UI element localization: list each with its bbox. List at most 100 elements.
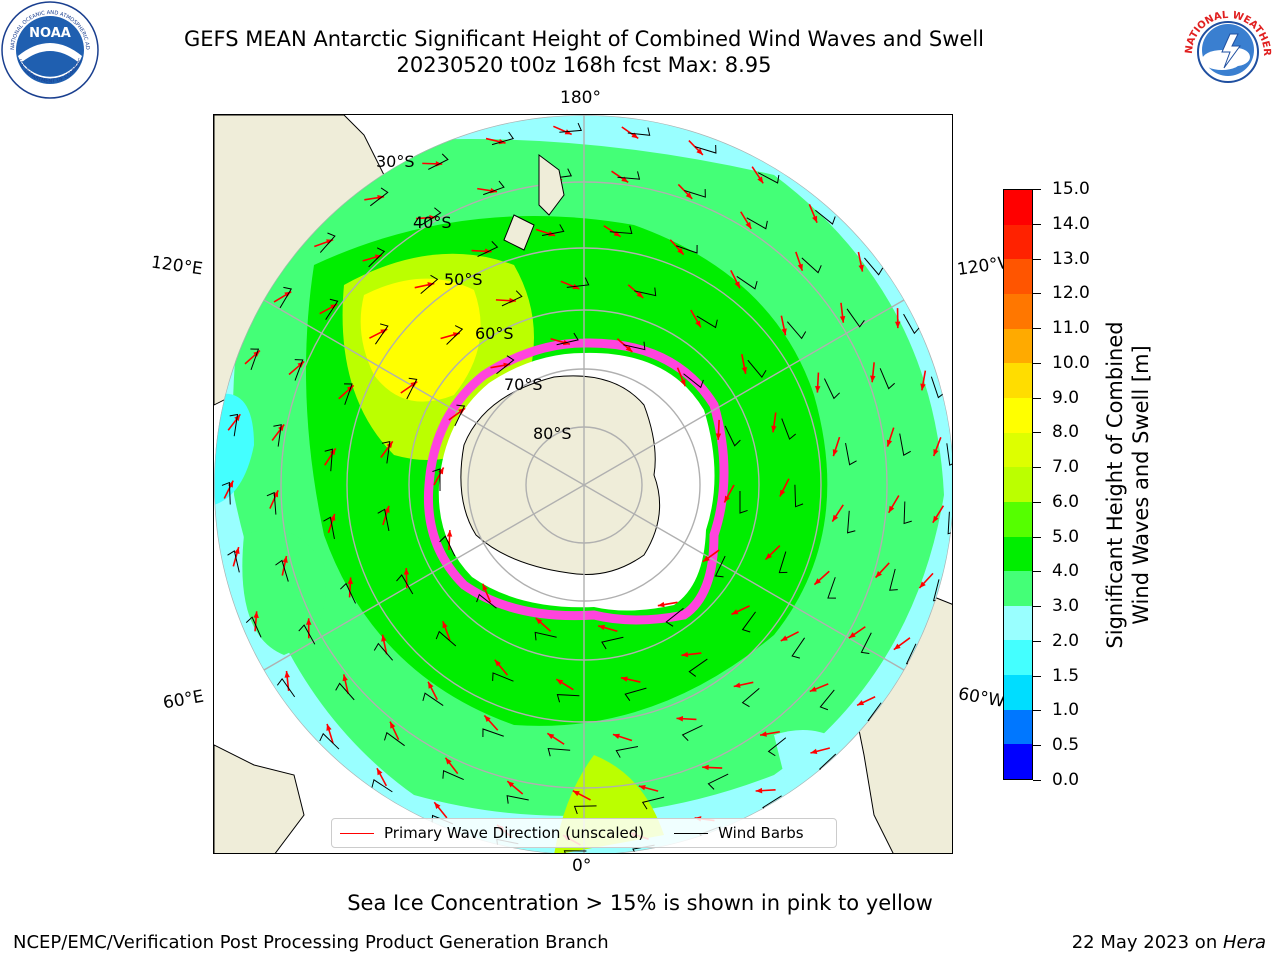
lat-label-80s: 80°S [533, 424, 572, 443]
wind-barb [250, 348, 260, 371]
wind-barb [422, 692, 444, 706]
colorbar-segment [1004, 640, 1032, 676]
colorbar-segment [1004, 467, 1032, 502]
colorbar-segment [1004, 571, 1032, 606]
wave-arrow-head [933, 449, 939, 457]
colorbar-segment [1004, 363, 1032, 398]
colorbar-tick [1033, 745, 1041, 747]
wind-barb [371, 779, 393, 793]
colorbar-segment [1004, 328, 1032, 364]
wind-barb [276, 677, 296, 698]
colorbar-tick [1033, 397, 1041, 399]
wave-arrow-head [779, 489, 786, 497]
wind-barb [541, 224, 565, 236]
wave-arrow-head [305, 618, 312, 625]
wind-barb [396, 574, 414, 595]
wind-barb [547, 748, 571, 757]
wind-barb [739, 491, 748, 514]
svg-text:NOAA: NOAA [29, 26, 71, 41]
colorbar-segment [1004, 744, 1032, 779]
wind-barb [683, 373, 704, 389]
wind-barb [381, 441, 391, 464]
wind-barb [707, 773, 729, 790]
wind-barb [559, 122, 583, 133]
wind-barb [221, 481, 231, 505]
wind-barb [375, 323, 389, 345]
wind-barb [421, 207, 442, 225]
wind-barb [325, 298, 339, 320]
vector-field [221, 122, 952, 853]
colorbar-tick [1033, 710, 1041, 712]
wave-arrow-head [781, 328, 787, 336]
wave-arrow-head [875, 570, 882, 578]
colorbar-segment [1004, 397, 1032, 433]
wind-barb [279, 286, 293, 309]
wave-arrow-head [734, 281, 740, 289]
africa-land [214, 744, 305, 853]
wind-barb [454, 404, 466, 427]
sea-ice-note: Sea Ice Concentration > 15% is shown in … [347, 891, 933, 915]
wind-barb [624, 687, 647, 701]
map-legend: Primary Wave Direction (unscaled) Wind B… [331, 818, 837, 848]
wave-arrow-head [612, 733, 620, 739]
wave-arrow-head [253, 611, 259, 618]
wave-arrow-head [680, 379, 686, 387]
legend-label-primary-wave: Primary Wave Direction (unscaled) [384, 824, 645, 842]
wave-arrow-head [556, 679, 564, 685]
wind-barb [714, 555, 726, 578]
wave-arrow-head [755, 787, 763, 794]
wind-barb [946, 443, 952, 466]
colorbar-tick [1033, 571, 1041, 573]
wind-barb [665, 607, 684, 627]
wind-barb [903, 313, 921, 335]
wind-barb [778, 551, 788, 574]
wind-barb [889, 568, 898, 591]
wave-arrow-head [932, 515, 939, 523]
wind-barb [767, 737, 787, 757]
wave-arrow-head [442, 621, 448, 629]
lon-label-0: 0° [572, 856, 592, 876]
wind-barb [227, 550, 240, 573]
colorbar-tick-label: 5.0 [1052, 526, 1080, 547]
wind-barb [676, 245, 698, 254]
wind-barb [641, 796, 665, 810]
colorbar-tick [1033, 432, 1041, 434]
wave-arrow-head [857, 700, 865, 706]
wave-arrow-head [696, 148, 703, 155]
wind-barb [903, 501, 912, 525]
wind-barb [736, 276, 758, 290]
wind-barb [615, 746, 639, 758]
colorbar-label: Significant Height of Combined Wind Wave… [1102, 321, 1154, 648]
lon-label-60w: 60°W [956, 684, 1007, 712]
colorbar-segment [1004, 501, 1032, 537]
footer-date: 22 May 2023 on Hera [1072, 932, 1266, 953]
colorbar-tick [1033, 501, 1041, 503]
wave-arrow-head [636, 291, 644, 298]
wave-arrow-head [438, 467, 444, 475]
wave-arrow-head [625, 345, 633, 353]
wave-arrow-head [428, 681, 434, 689]
wave-arrow-head [326, 723, 332, 731]
colorbar-tick-label: 10.0 [1052, 352, 1090, 373]
wave-arrow-head [445, 757, 452, 765]
wind-barb [801, 257, 822, 274]
colorbar-tick [1033, 640, 1041, 642]
colorbar-tick-label: 15.0 [1052, 179, 1090, 199]
wind-barb [724, 425, 741, 447]
wind-barb [823, 378, 841, 400]
colorbar-tick [1033, 258, 1041, 260]
wind-barb [845, 442, 857, 466]
colorbar-segment [1004, 536, 1032, 572]
legend-item-wind-barbs: Wind Barbs [666, 824, 804, 842]
wind-barb [860, 632, 872, 654]
wind-barb [947, 511, 952, 535]
wind-barb [506, 795, 529, 804]
polar-map [213, 114, 953, 854]
wave-arrow-head [598, 624, 606, 631]
new-zealand-land [503, 154, 565, 251]
colorbar-tick-label: 0.5 [1052, 735, 1080, 756]
wind-barb [601, 636, 624, 650]
wave-arrow-head [685, 192, 693, 199]
lat-label-70s: 70°S [504, 375, 543, 394]
wave-arrow-head [695, 320, 701, 328]
